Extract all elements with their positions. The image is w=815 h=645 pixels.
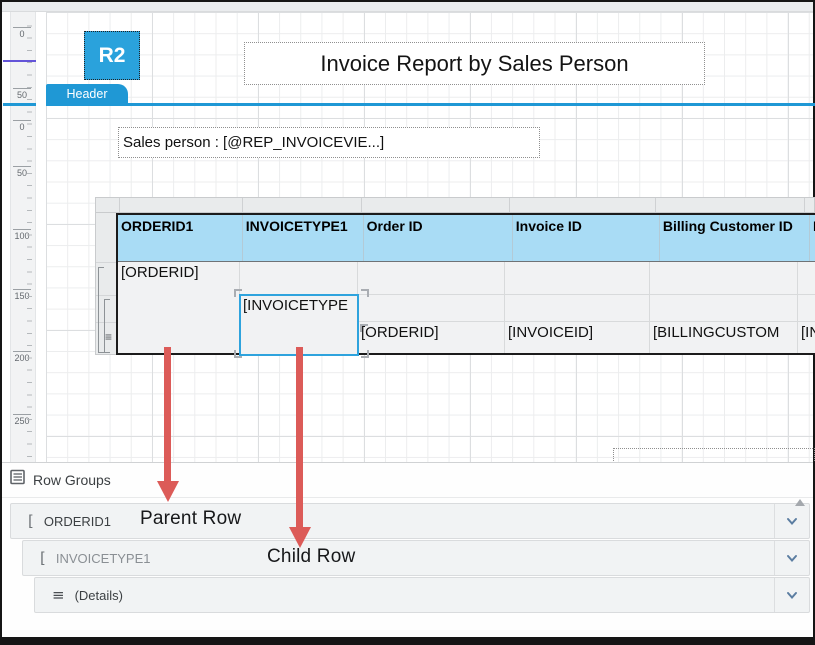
header-band-separator (46, 103, 815, 106)
table-cell[interactable] (240, 262, 358, 295)
table-cell[interactable] (358, 295, 505, 322)
details-icon: ≡ (52, 585, 65, 604)
column-handle[interactable] (656, 198, 805, 212)
child-group-bracket-icon (104, 299, 110, 353)
child-row-arrow (296, 347, 303, 528)
table-row-handles[interactable]: ≡ (95, 213, 118, 355)
table-cell[interactable] (650, 262, 798, 295)
row-group-details[interactable]: ≡ (Details) (34, 577, 810, 613)
cell-focus-mark (360, 324, 368, 332)
row-group-label: ORDERID1 (43, 513, 112, 529)
detail-cell-billingcustomer[interactable]: [BILLINGCUSTOM (650, 322, 798, 355)
detail-cell-invoiceid[interactable]: [INVOICEID] (505, 322, 650, 355)
table-column-handles[interactable] (95, 197, 815, 213)
clipped-textbox[interactable] (613, 448, 815, 461)
table-header-row[interactable]: ORDERID1 INVOICETYPE1 Order ID Invoice I… (118, 213, 815, 262)
ruler-label: 50 (13, 166, 31, 178)
table-cell[interactable] (358, 262, 505, 295)
table-bottom-border (116, 353, 815, 355)
table-cell[interactable] (798, 295, 815, 322)
table-left-border (116, 213, 118, 355)
chevron-down-icon[interactable] (774, 504, 809, 538)
table-header-cell[interactable]: INVOICETYPE1 (242, 215, 364, 261)
row-handle-divider (96, 262, 117, 263)
child-row-annotation: Child Row (267, 546, 356, 567)
details-row-handle-icon: ≡ (105, 330, 113, 344)
window-bottom-edge (0, 637, 815, 645)
table-header-cell[interactable]: Order ID (363, 215, 513, 261)
child-row-arrowhead (289, 527, 311, 548)
chevron-down-icon[interactable] (774, 541, 809, 575)
report-title-textbox[interactable]: Invoice Report by Sales Person (244, 42, 705, 85)
header-band-tab[interactable]: Header (46, 84, 128, 104)
table-header-cell[interactable]: ORDERID1 (118, 215, 243, 261)
panel-divider (2, 497, 813, 498)
table-cell[interactable] (798, 262, 815, 295)
group-bracket-icon: [ (28, 511, 34, 530)
chevron-down-icon[interactable] (774, 578, 809, 612)
table-cell[interactable] (505, 262, 650, 295)
ruler-label: 100 (13, 229, 31, 241)
detail-cell-clipped[interactable]: [IN (798, 322, 815, 355)
ruler-section-marker (3, 60, 36, 62)
parent-row-arrow (164, 347, 171, 482)
detail-cell-orderid[interactable]: [ORDERID] (358, 322, 505, 355)
table-header-cell[interactable]: In (809, 215, 815, 261)
selection-handle[interactable] (361, 350, 369, 358)
vertical-ruler: 0 50 0 50 100 150 200 250 (10, 12, 36, 462)
row-group-label: (Details) (74, 587, 123, 603)
ruler-label: 150 (13, 289, 31, 301)
ruler-label: 200 (13, 351, 31, 363)
parent-group-bracket-icon (98, 267, 104, 353)
row-group-orderid1[interactable]: [ ORDERID1 (10, 503, 810, 539)
selection-handle[interactable] (234, 289, 242, 297)
row-group-invoicetype1[interactable]: [ INVOICETYPE1 (22, 540, 810, 576)
row-groups-title: Row Groups (33, 472, 111, 488)
row-groups-icon (10, 469, 26, 490)
table-header-cell[interactable]: Invoice ID (512, 215, 660, 261)
ruler-label: 250 (13, 414, 31, 426)
column-handle[interactable] (243, 198, 362, 212)
column-handle[interactable] (362, 198, 510, 212)
group-bracket-icon: [ (40, 548, 46, 567)
horizontal-ruler (2, 2, 813, 12)
ruler-label: 0 (13, 27, 31, 39)
table-corner-handle[interactable] (96, 198, 120, 212)
group-cell-orderid[interactable]: [ORDERID] (118, 262, 240, 355)
table-cell[interactable] (650, 295, 798, 322)
ruler-band-marker (3, 103, 36, 106)
table-cell[interactable] (505, 295, 650, 322)
report-logo-image[interactable]: R2 (84, 31, 140, 80)
column-handle[interactable] (805, 198, 814, 212)
sales-person-textbox[interactable]: Sales person : [@REP_INVOICEVIE...] (118, 127, 540, 158)
parent-row-annotation: Parent Row (140, 508, 242, 529)
scrollbar-up-arrow[interactable] (795, 499, 805, 506)
row-group-label: INVOICETYPE1 (55, 550, 151, 566)
table-header-cell[interactable]: Billing Customer ID (659, 215, 810, 261)
selected-cell-invoicetype[interactable]: [INVOICETYPE (239, 294, 359, 356)
column-handle[interactable] (510, 198, 656, 212)
row-handle-divider (96, 295, 117, 296)
ruler-label: 0 (13, 120, 31, 132)
parent-row-arrowhead (157, 481, 179, 502)
ruler-label: 50 (13, 88, 31, 100)
column-handle[interactable] (120, 198, 243, 212)
selection-handle[interactable] (361, 289, 369, 297)
row-handle-divider (96, 322, 117, 323)
selection-handle[interactable] (234, 350, 242, 358)
